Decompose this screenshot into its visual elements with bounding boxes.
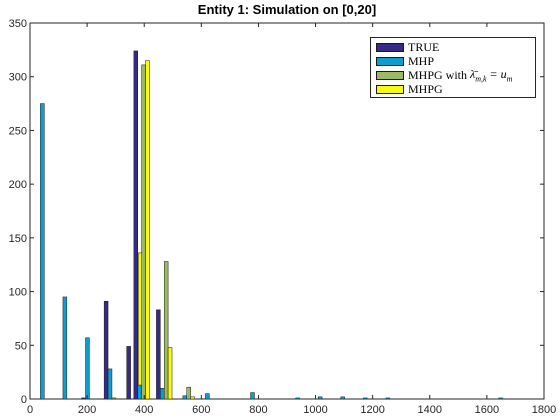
y-tick-label-50: 50 [15, 340, 27, 352]
bar-mhpg-with-m-k-um-391 [141, 64, 146, 400]
legend-label-mhpg-with: MHPG with [408, 67, 468, 82]
x-tick-label-400: 400 [135, 404, 153, 416]
legend-item-true: TRUE [376, 40, 439, 54]
y-tick-label-350: 350 [9, 18, 27, 30]
bar-mhp-470 [160, 388, 165, 400]
bar-mhpg-391 [145, 60, 150, 400]
x-tick-label-1200: 1200 [360, 404, 384, 416]
bar-mhp-50 [40, 103, 45, 400]
bar-mhp-786 [250, 392, 255, 400]
legend-label-mhpg: MHPG [408, 81, 443, 96]
x-tick-label-600: 600 [192, 404, 210, 416]
y-tick-label-200: 200 [9, 179, 27, 191]
bar-mhp-1102 [340, 396, 345, 400]
bar-mhp-1023 [317, 396, 323, 400]
y-axis: 0 50 100 150 200 250 300 350 [9, 18, 544, 406]
bar-mhp-1260 [385, 397, 391, 400]
bar-true-391 [133, 50, 139, 400]
x-axis: 0 200 400 600 800 1000 1200 1400 1600 1800 [27, 23, 556, 416]
y-tick-label-100: 100 [9, 287, 27, 299]
bar-mhp-944 [295, 397, 300, 400]
bar-mhp-1655 [498, 397, 503, 400]
bar-mhp-628 [205, 393, 210, 400]
bar-mhp-1181 [363, 397, 368, 400]
legend-item-mhpg-with-lambda: MHPG with λ̄m,k = um [376, 67, 512, 83]
bar-mhpg-with-m-k-um-287 [111, 397, 117, 400]
x-tick-label-200: 200 [78, 404, 96, 416]
bar-mhpg-with-m-k-um-470 [163, 261, 169, 400]
legend: TRUE MHP MHPG with λ̄m,k = um MHPG [370, 37, 536, 98]
bar-mhp-208 [85, 337, 90, 400]
math-lambda-bar: λ̄ [470, 66, 476, 81]
bar-mhpg-549 [190, 396, 195, 400]
bar-true-366 [126, 346, 131, 400]
legend-swatch-mhp [376, 56, 404, 66]
bar-mhp-287 [107, 368, 113, 400]
x-tick-label-1600: 1600 [475, 404, 499, 416]
bar-true-208 [81, 397, 86, 400]
y-tick-label-0: 0 [21, 394, 27, 406]
x-tick-label-1800: 1800 [532, 404, 556, 416]
math-sub-m: m [506, 74, 513, 84]
legend-label-true: TRUE [408, 39, 440, 54]
y-tick-label-150: 150 [9, 233, 27, 245]
y-tick-label-300: 300 [9, 72, 27, 84]
legend-item-mhpg: MHPG [376, 82, 443, 96]
bar-mhp-129 [62, 296, 68, 400]
x-tick-label-1000: 1000 [303, 404, 327, 416]
bar-true-287 [103, 300, 109, 400]
y-tick-label-250: 250 [9, 125, 27, 137]
x-tick-label-1400: 1400 [418, 404, 442, 416]
legend-item-mhp: MHP [376, 54, 434, 68]
x-tick-label-800: 800 [249, 404, 267, 416]
legend-swatch-mhpg-with-lambda [376, 70, 404, 80]
chart-title: Entity 1: Simulation on [0,20] [198, 2, 376, 17]
bar-mhpg-with-m-k-um-549 [186, 386, 191, 400]
math-sub-mk: m,k [475, 74, 487, 84]
bar-mhp-549 [182, 395, 188, 400]
bar-mhp-391 [137, 384, 142, 400]
math-equals-u: = u [486, 66, 507, 81]
legend-swatch-mhpg [376, 84, 404, 94]
x-tick-label-0: 0 [27, 404, 33, 416]
legend-label-mhp: MHP [408, 53, 435, 68]
legend-swatch-true [376, 42, 404, 52]
legend-label-math: λ̄m,k = um [470, 67, 512, 83]
bar-mhpg-470 [167, 347, 173, 400]
bar-true-470 [156, 309, 161, 400]
